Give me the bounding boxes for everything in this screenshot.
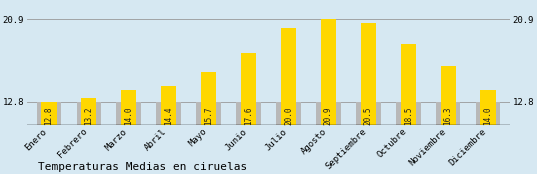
Bar: [276, 102, 301, 125]
Text: 14.4: 14.4: [164, 106, 173, 125]
Text: 17.6: 17.6: [244, 106, 253, 125]
Bar: [401, 44, 416, 125]
Bar: [476, 102, 500, 125]
Bar: [77, 102, 101, 125]
Text: 13.2: 13.2: [84, 106, 93, 125]
Bar: [41, 102, 56, 125]
Bar: [436, 102, 460, 125]
Text: 12.8: 12.8: [45, 106, 54, 125]
Bar: [37, 102, 61, 125]
Bar: [440, 66, 456, 125]
Bar: [361, 23, 376, 125]
Bar: [81, 98, 97, 125]
Bar: [481, 90, 496, 125]
Text: 14.0: 14.0: [125, 106, 133, 125]
Bar: [161, 86, 176, 125]
Text: 18.5: 18.5: [404, 106, 412, 125]
Text: Temperaturas Medias en ciruelas: Temperaturas Medias en ciruelas: [38, 162, 247, 172]
Text: 20.5: 20.5: [364, 106, 373, 125]
Bar: [196, 102, 221, 125]
Bar: [156, 102, 181, 125]
Bar: [201, 72, 216, 125]
Text: 20.0: 20.0: [284, 106, 293, 125]
Bar: [117, 102, 141, 125]
Text: 14.0: 14.0: [483, 106, 492, 125]
Bar: [316, 102, 341, 125]
Bar: [241, 53, 256, 125]
Text: 20.9: 20.9: [324, 106, 333, 125]
Text: 16.3: 16.3: [444, 106, 453, 125]
Bar: [396, 102, 420, 125]
Bar: [281, 28, 296, 125]
Bar: [321, 19, 336, 125]
Bar: [121, 90, 136, 125]
Bar: [236, 102, 261, 125]
Text: 15.7: 15.7: [204, 106, 213, 125]
Bar: [356, 102, 381, 125]
